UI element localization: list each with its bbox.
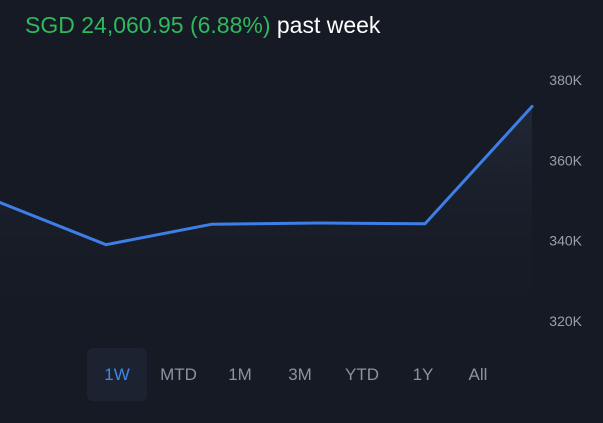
- y-tick-label: 340K: [549, 233, 582, 249]
- range-tab-ytd[interactable]: YTD: [345, 364, 379, 384]
- performance-header: SGD 24,060.95 (6.88%) past week: [25, 10, 380, 40]
- range-tab-all[interactable]: All: [468, 364, 488, 384]
- chart-series-line: [0, 105, 534, 247]
- y-tick-label: 320K: [549, 313, 582, 329]
- y-tick-label: 360K: [549, 152, 582, 168]
- change-amount: SGD 24,060.95 (6.88%): [25, 12, 271, 38]
- portfolio-chart: 380K 360K 340K 320K: [0, 72, 583, 340]
- range-tab-1m[interactable]: 1M: [228, 364, 252, 384]
- range-tab-mtd[interactable]: MTD: [160, 364, 197, 384]
- range-tab-3m[interactable]: 3M: [288, 364, 312, 384]
- range-tab-1y[interactable]: 1Y: [412, 364, 434, 384]
- chart-area-fill: [0, 106, 532, 340]
- range-tab-1w[interactable]: 1W: [87, 348, 147, 401]
- time-range-selector: 1W MTD 1M 3M YTD 1Y All: [87, 348, 504, 401]
- change-period: past week: [276, 12, 381, 38]
- y-tick-label: 380K: [549, 72, 582, 88]
